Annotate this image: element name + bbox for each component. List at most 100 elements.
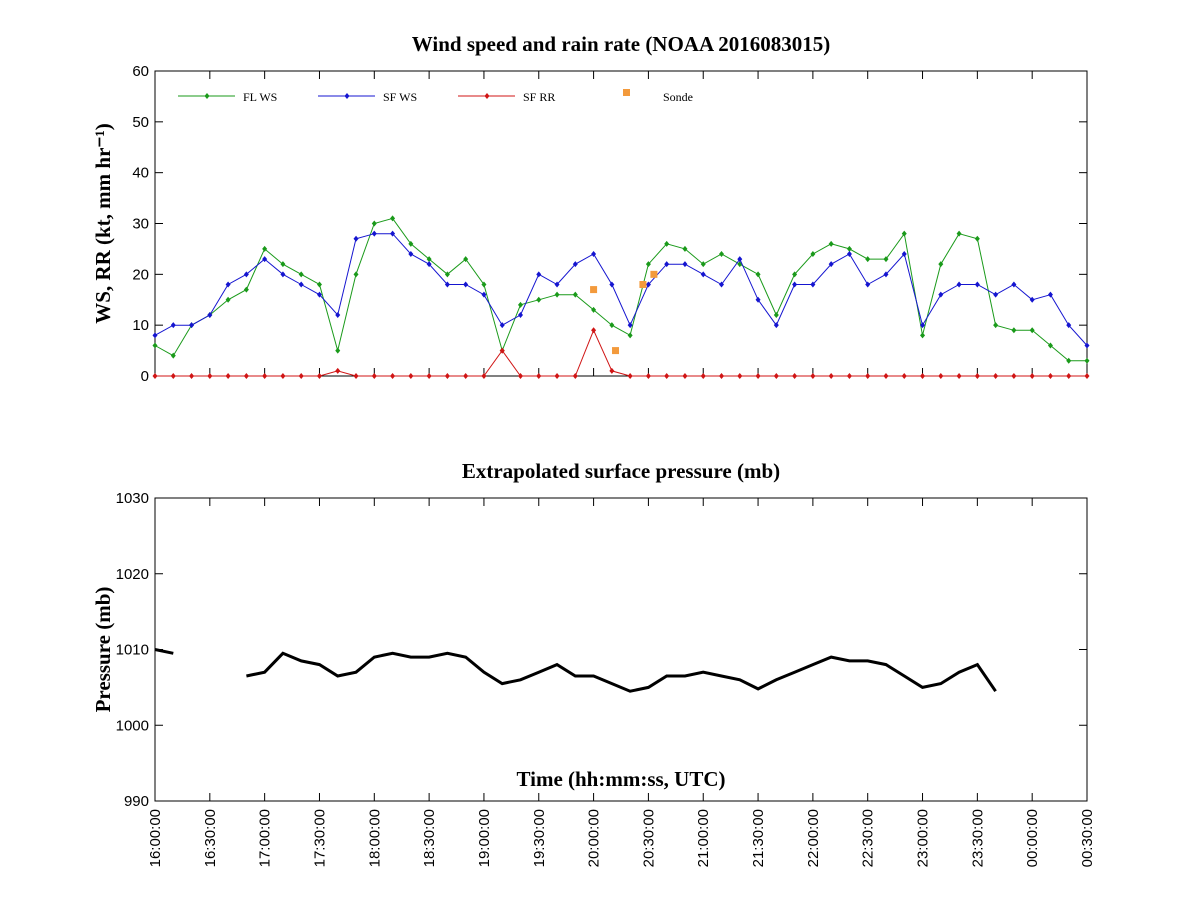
- y-tick-label: 60: [132, 63, 149, 80]
- point-marker: [371, 230, 377, 237]
- point-marker: [974, 235, 980, 242]
- point-marker: [993, 373, 999, 379]
- point-marker: [1029, 296, 1035, 303]
- point-marker: [1047, 373, 1053, 379]
- point-marker: [408, 240, 414, 247]
- point-marker: [390, 215, 396, 222]
- sonde-marker: [639, 281, 647, 288]
- x-tick-label: 17:30:00: [311, 809, 328, 867]
- point-marker: [316, 291, 322, 298]
- point-marker: [1084, 342, 1090, 349]
- point-marker: [554, 291, 560, 298]
- point-marker: [225, 373, 231, 379]
- point-marker: [1066, 373, 1072, 379]
- point-marker: [609, 322, 615, 329]
- point-marker: [719, 373, 725, 379]
- point-marker: [207, 373, 213, 379]
- point-marker: [335, 312, 341, 318]
- point-marker: [755, 296, 761, 303]
- x-tick-label: 20:00:00: [586, 809, 603, 867]
- x-tick-label: 23:00:00: [915, 809, 932, 867]
- x-tick-label: 17:00:00: [257, 809, 274, 867]
- point-marker: [1066, 357, 1072, 364]
- point-marker: [280, 271, 286, 278]
- legend-label: SF RR: [523, 90, 555, 104]
- point-marker: [974, 373, 980, 379]
- legend-label: FL WS: [243, 90, 277, 104]
- x-tick-label: 22:30:00: [860, 809, 877, 867]
- legend-marker: [623, 89, 630, 96]
- point-marker: [920, 373, 926, 379]
- x-tick-label: 19:00:00: [476, 809, 493, 867]
- series-line: [155, 329, 1087, 377]
- point-marker: [499, 347, 505, 354]
- point-marker: [408, 373, 414, 379]
- x-axis-label: Time (hh:mm:ss, UTC): [516, 767, 725, 791]
- point-marker: [956, 373, 962, 379]
- point-marker: [207, 312, 213, 318]
- point-marker: [390, 230, 396, 237]
- x-tick-label: 20:30:00: [640, 809, 657, 867]
- point-marker: [956, 281, 962, 288]
- point-marker: [1066, 322, 1072, 329]
- point-marker: [609, 281, 615, 288]
- point-marker: [810, 281, 816, 288]
- point-marker: [1011, 327, 1017, 334]
- legend-label: SF WS: [383, 90, 417, 104]
- point-marker: [920, 322, 926, 329]
- point-marker: [792, 281, 798, 288]
- point-marker: [591, 306, 597, 313]
- point-marker: [408, 251, 414, 257]
- point-marker: [170, 373, 176, 379]
- point-marker: [993, 322, 999, 329]
- point-marker: [627, 332, 633, 339]
- point-marker: [463, 256, 469, 263]
- sonde-marker: [590, 286, 598, 294]
- point-marker: [627, 322, 633, 329]
- point-marker: [810, 251, 816, 257]
- point-marker: [170, 322, 176, 329]
- point-marker: [755, 271, 761, 278]
- point-marker: [463, 281, 469, 288]
- point-marker: [444, 373, 450, 379]
- x-tick-label: 19:30:00: [531, 809, 548, 867]
- point-marker: [1029, 373, 1035, 379]
- point-marker: [755, 373, 761, 379]
- point-marker: [189, 322, 195, 329]
- point-marker: [901, 251, 907, 257]
- point-marker: [316, 373, 322, 379]
- point-marker: [243, 271, 249, 278]
- point-marker: [792, 373, 798, 379]
- point-marker: [536, 373, 542, 379]
- point-marker: [591, 327, 597, 334]
- point-marker: [645, 373, 651, 379]
- point-marker: [554, 373, 560, 379]
- point-marker: [572, 373, 578, 379]
- point-marker: [938, 373, 944, 379]
- point-marker: [481, 373, 487, 379]
- point-marker: [645, 261, 651, 268]
- point-marker: [152, 373, 158, 379]
- point-marker: [371, 373, 377, 379]
- sonde-marker: [612, 347, 620, 355]
- point-marker: [572, 261, 578, 268]
- point-marker: [828, 373, 834, 379]
- point-marker: [481, 281, 487, 288]
- point-marker: [865, 281, 871, 288]
- point-marker: [335, 347, 341, 354]
- x-tick-label: 00:00:00: [1024, 809, 1041, 867]
- point-marker: [700, 271, 706, 278]
- y-axis-label: Pressure (mb): [91, 587, 115, 713]
- legend-marker: [204, 93, 210, 99]
- legend-marker: [344, 93, 350, 99]
- point-marker: [773, 322, 779, 329]
- point-marker: [682, 373, 688, 379]
- point-marker: [517, 312, 523, 318]
- point-marker: [1047, 291, 1053, 298]
- point-marker: [664, 373, 670, 379]
- x-tick-label: 21:30:00: [750, 809, 767, 867]
- point-marker: [371, 220, 377, 227]
- point-marker: [298, 373, 304, 379]
- legend-marker: [484, 93, 490, 99]
- point-marker: [609, 367, 615, 374]
